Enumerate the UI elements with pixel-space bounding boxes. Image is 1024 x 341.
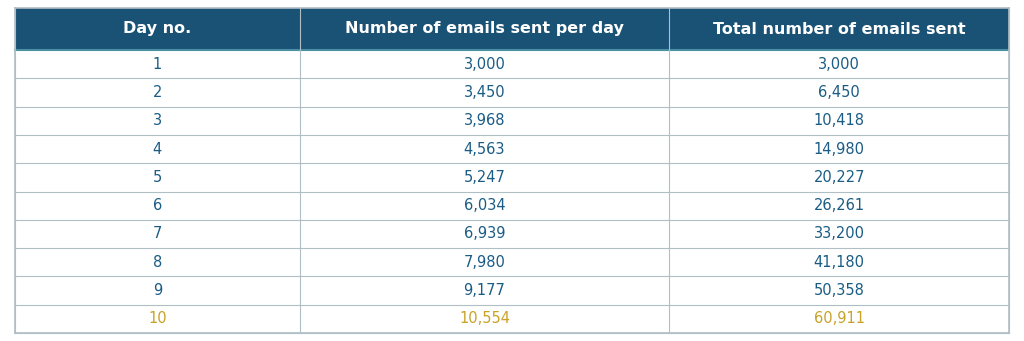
Bar (15, 78, 300, 107)
Text: 41,180: 41,180 (814, 255, 864, 270)
Text: 10,418: 10,418 (814, 113, 864, 128)
Bar (670, 107, 1009, 135)
Bar (15, 135, 300, 163)
Text: 6,450: 6,450 (818, 85, 860, 100)
Text: 6,034: 6,034 (464, 198, 505, 213)
Bar (670, 50, 1009, 78)
Text: Number of emails sent per day: Number of emails sent per day (345, 21, 624, 36)
Text: 10: 10 (148, 311, 167, 326)
Text: 8: 8 (153, 255, 162, 270)
Text: 3,000: 3,000 (464, 57, 506, 72)
Text: 3,000: 3,000 (818, 57, 860, 72)
Text: 9: 9 (153, 283, 162, 298)
Text: 6,939: 6,939 (464, 226, 505, 241)
Text: 9,177: 9,177 (464, 283, 506, 298)
Bar (300, 220, 670, 248)
Text: 4,563: 4,563 (464, 142, 505, 157)
Bar (670, 192, 1009, 220)
Text: 6: 6 (153, 198, 162, 213)
Text: 4: 4 (153, 142, 162, 157)
Bar (15, 220, 300, 248)
Bar (670, 277, 1009, 305)
Text: 7,980: 7,980 (464, 255, 506, 270)
Bar (300, 277, 670, 305)
Text: 1: 1 (153, 57, 162, 72)
Bar (670, 163, 1009, 192)
Bar (670, 305, 1009, 333)
Bar (670, 8, 1009, 50)
Bar (15, 192, 300, 220)
Bar (300, 248, 670, 277)
Text: 5: 5 (153, 170, 162, 185)
Bar (300, 8, 670, 50)
Text: 2: 2 (153, 85, 162, 100)
Bar (300, 305, 670, 333)
Text: 14,980: 14,980 (814, 142, 864, 157)
Bar (15, 107, 300, 135)
Bar (670, 248, 1009, 277)
Bar (15, 305, 300, 333)
Bar (300, 135, 670, 163)
Bar (15, 248, 300, 277)
Text: 3,968: 3,968 (464, 113, 505, 128)
Text: Day no.: Day no. (123, 21, 191, 36)
Bar (300, 50, 670, 78)
Text: Total number of emails sent: Total number of emails sent (713, 21, 966, 36)
Text: 26,261: 26,261 (814, 198, 864, 213)
Text: 5,247: 5,247 (464, 170, 506, 185)
Bar (670, 78, 1009, 107)
Text: 20,227: 20,227 (813, 170, 865, 185)
Text: 3: 3 (153, 113, 162, 128)
Text: 60,911: 60,911 (814, 311, 864, 326)
Text: 10,554: 10,554 (459, 311, 510, 326)
Bar (300, 163, 670, 192)
Bar (15, 50, 300, 78)
Text: 7: 7 (153, 226, 162, 241)
Bar (300, 107, 670, 135)
Bar (670, 220, 1009, 248)
Bar (15, 163, 300, 192)
Bar (670, 135, 1009, 163)
Text: 33,200: 33,200 (814, 226, 864, 241)
Bar (300, 78, 670, 107)
Text: 50,358: 50,358 (814, 283, 864, 298)
Bar (15, 8, 300, 50)
Bar (15, 277, 300, 305)
Bar (300, 192, 670, 220)
Text: 3,450: 3,450 (464, 85, 505, 100)
